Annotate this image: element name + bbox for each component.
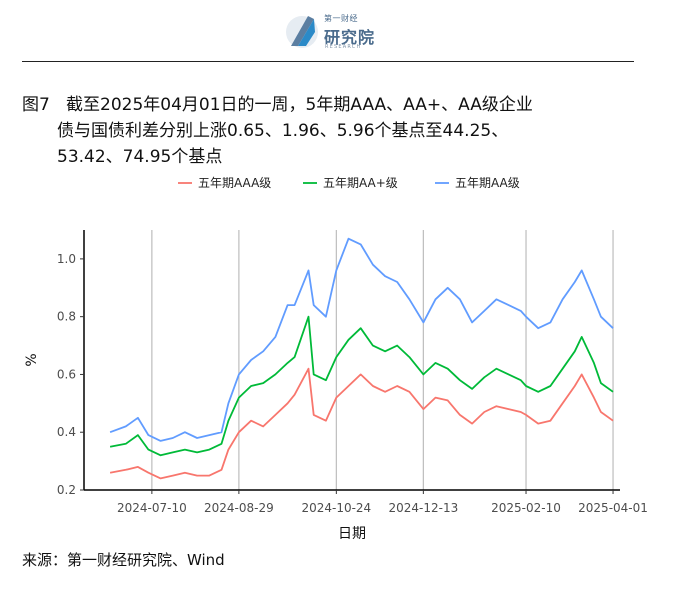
legend-label-0: 五年期AAA级	[198, 176, 271, 190]
x-tick-label-4: 2025-02-10	[491, 501, 561, 515]
research-institute-logo: 第一财经 研究院 RESEARCH	[284, 10, 394, 54]
chart-legend: 五年期AAA级 五年期AA+级 五年期AA级	[178, 176, 520, 190]
chart-grid	[151, 230, 614, 490]
legend-label-2: 五年期AA级	[455, 176, 520, 190]
series-line-2	[109, 237, 614, 442]
x-axis-label: 日期	[338, 526, 366, 542]
logo-top-text: 第一财经	[324, 14, 358, 23]
figure-number: 图7	[22, 95, 50, 115]
y-tick-label-0: 0.2	[57, 483, 76, 497]
series-line-0	[109, 367, 614, 480]
research-institute-logo-icon	[286, 16, 318, 48]
chart-axes: 0.2 0.4 0.6 0.8 1.0 2024-07-10 2024-08-29 2024-…	[57, 230, 648, 515]
series-line-1	[109, 315, 614, 457]
figure-title-line-1: 截至2025年04月01日的一周，5年期AAA、AA+、AA级企业	[66, 95, 533, 115]
x-tick-label-0: 2024-07-10	[117, 501, 187, 515]
legend-label-1: 五年期AA+级	[323, 176, 398, 190]
chart-series	[109, 237, 614, 480]
y-tick-label-3: 0.8	[57, 310, 76, 324]
x-tick-label-2: 2024-10-24	[301, 501, 371, 515]
figure-source: 来源：第一财经研究院、Wind	[22, 551, 225, 569]
y-tick-label-1: 0.4	[57, 425, 76, 439]
figure-title-line-2: 债与国债利差分别上涨0.65、1.96、5.96个基点至44.25、	[57, 121, 509, 141]
x-tick-label-5: 2025-04-01	[578, 501, 648, 515]
header-divider	[22, 61, 634, 62]
x-tick-label-3: 2024-12-13	[388, 501, 458, 515]
logo-main-text: 研究院	[324, 28, 376, 47]
y-tick-label-4: 1.0	[57, 252, 76, 266]
figure-title-line-3: 53.42、74.95个基点	[57, 147, 223, 167]
figure-title: 图7 截至2025年04月01日的一周，5年期AAA、AA+、AA级企业 债与国债…	[22, 92, 642, 170]
logo-sub-text: RESEARCH	[325, 44, 362, 50]
y-axis-label: %	[24, 353, 40, 366]
x-tick-label-1: 2024-08-29	[204, 501, 274, 515]
y-tick-label-2: 0.6	[57, 367, 76, 381]
